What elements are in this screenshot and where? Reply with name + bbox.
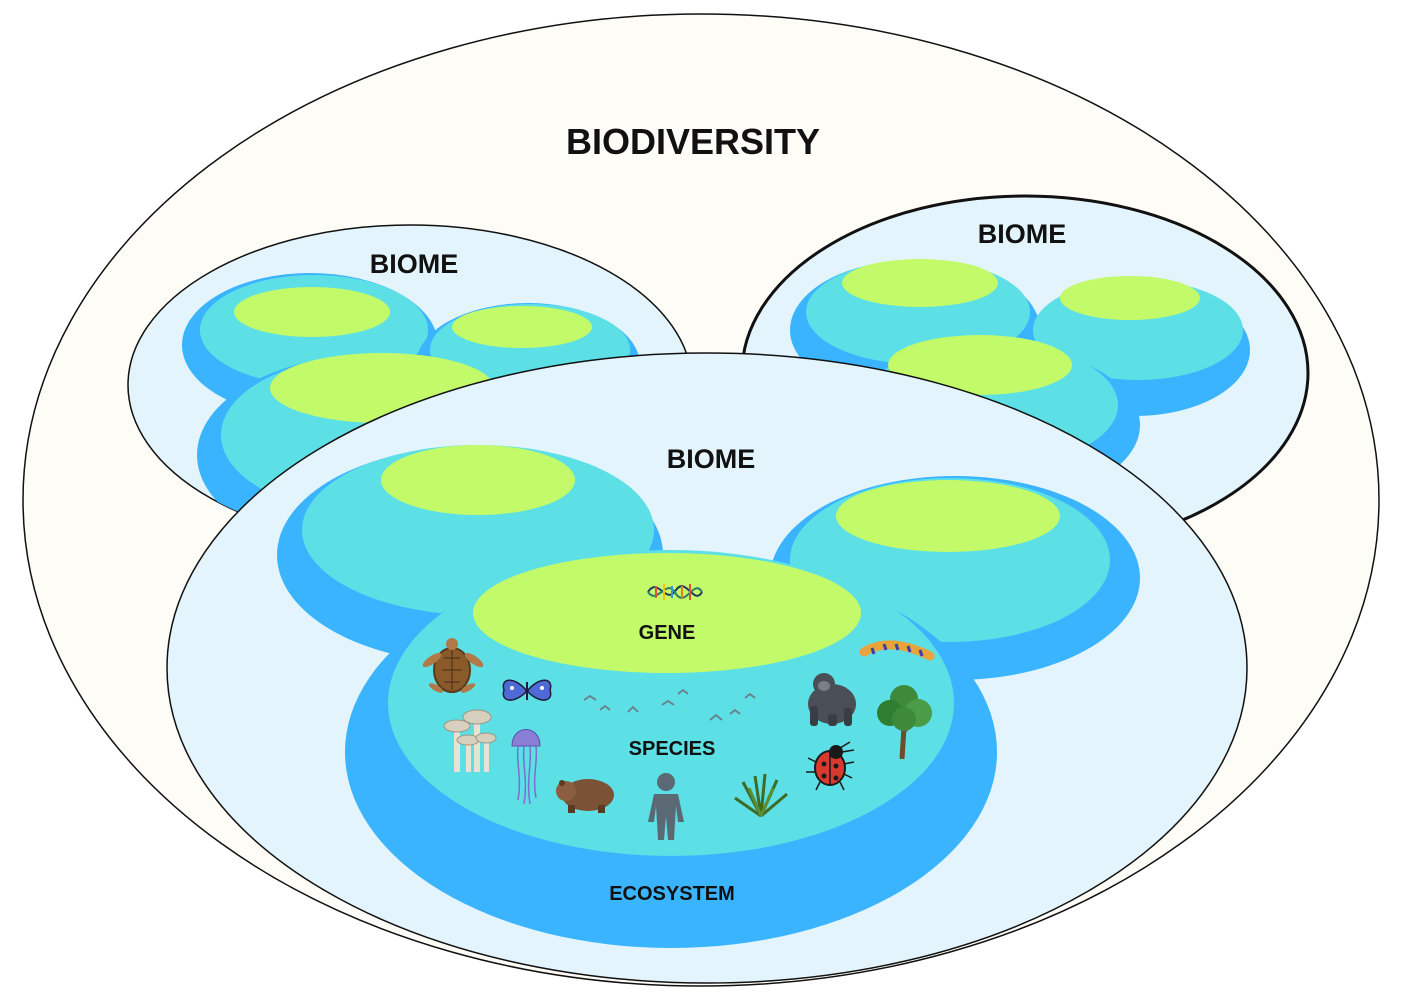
- gene-label: GENE: [639, 622, 696, 644]
- butterfly-icon: [502, 679, 552, 701]
- ecosystem-label: ECOSYSTEM: [609, 883, 735, 905]
- biome-front-label: BIOME: [667, 444, 756, 474]
- wombat-icon: [556, 779, 614, 813]
- grass-plant-icon: [734, 773, 788, 818]
- biodiversity-title: BIODIVERSITY: [566, 121, 820, 162]
- species-label: SPECIES: [629, 738, 716, 760]
- gene-layer: [473, 553, 861, 673]
- dna-icon: [647, 584, 703, 600]
- sea-turtle-icon: [422, 638, 484, 693]
- human-icon: [648, 773, 684, 840]
- tree-icon: [877, 685, 932, 760]
- mushrooms-icon: [443, 709, 497, 772]
- biome-left-label: BIOME: [370, 249, 459, 279]
- biome-right-label: BIOME: [978, 219, 1067, 249]
- caterpillar-icon: [859, 640, 935, 661]
- birds-icon: [583, 688, 756, 721]
- gorilla-icon: [808, 673, 856, 726]
- ladybug-icon: [806, 741, 855, 791]
- biome-front: BIOME GENE SPECIES ECOSYSTEM: [166, 352, 1248, 984]
- jellyfish-icon: [511, 729, 541, 805]
